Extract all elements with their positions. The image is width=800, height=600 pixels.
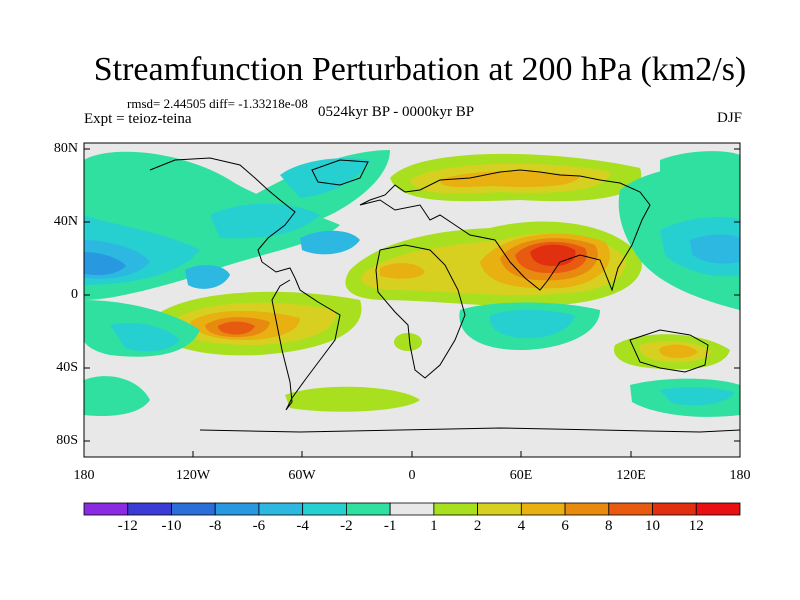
anomaly-caribbean-blue (300, 230, 360, 255)
anomaly-satlantic-green (394, 333, 422, 351)
stats-label: rmsd= 2.44505 diff= -1.33218e-08 (127, 96, 308, 111)
anomaly-spacific-cyan (110, 323, 180, 352)
anomaly-ssouth-teal (84, 376, 150, 417)
anomaly-npac-west-teal (660, 151, 740, 197)
anomaly-natlantic-cyan (280, 158, 370, 198)
xtick-label: 180 (73, 468, 95, 483)
colorbar-swatch (302, 502, 347, 516)
colorbar-swatch (258, 502, 304, 516)
antarctica-area (84, 440, 740, 457)
xtick-label: 0 (408, 468, 416, 483)
anomaly-southern-east-cyan (660, 387, 735, 406)
colorbar-label: -6 (252, 518, 266, 534)
colorbar-swatch (127, 502, 172, 516)
xtick-label: 60W (288, 468, 316, 483)
ytick-label: 40N (53, 214, 78, 229)
ytick-label: 80S (56, 433, 78, 448)
anomaly-wpacific-blue (690, 234, 740, 264)
colorbar-label: 10 (645, 518, 661, 534)
colorbar-swatch (608, 502, 653, 516)
anomaly-australia-orange (659, 344, 698, 358)
colorbar-label: 12 (688, 518, 704, 534)
season-label: DJF (716, 110, 742, 126)
xtick-label: 120E (616, 468, 646, 483)
colorbar-swatch (389, 502, 435, 516)
anomaly-africa-orange (380, 263, 425, 279)
ytick-label: 0 (71, 287, 78, 302)
colorbar-label: 4 (517, 518, 526, 534)
anomaly-npacific-blue2 (84, 252, 126, 276)
colorbar-swatch (477, 502, 522, 516)
colorbar-label: -10 (161, 518, 182, 534)
xtick-label: 60E (509, 468, 533, 483)
colorbar (83, 502, 741, 516)
anomaly-southern-green (285, 386, 420, 412)
experiment-label: Expt = teioz-teina (84, 111, 192, 127)
colorbar-label: 1 (430, 518, 438, 534)
colorbar-swatch (695, 502, 741, 516)
colorbar-label: -2 (340, 518, 353, 534)
colorbar-swatch (564, 502, 610, 516)
colorbar-swatch (520, 502, 566, 516)
colorbar-label: -1 (383, 518, 397, 534)
colorbar-label: -4 (296, 518, 309, 534)
colorbar-label: -8 (208, 518, 222, 534)
xtick-label: 120W (175, 468, 211, 483)
period-label: 0524kyr BP - 0000kyr BP (318, 104, 475, 120)
colorbar-swatch (83, 502, 129, 516)
coastlines (149, 157, 740, 433)
colorbar-swatch (345, 502, 391, 516)
ytick-label: 40S (56, 360, 78, 375)
ytick-label: 80N (53, 141, 78, 156)
chart-title: Streamfunction Perturbation at 200 hPa (… (93, 51, 747, 88)
anomaly-caribbean-cyan (210, 203, 320, 239)
axis-ticks (84, 148, 740, 457)
colorbar-swatch (214, 502, 260, 516)
colorbar-label: 2 (473, 518, 482, 534)
anomaly-eurasia-orange (440, 171, 580, 188)
colorbar-label: 8 (605, 518, 613, 534)
anomaly-sepacific-red (218, 321, 255, 335)
colorbar-label: -12 (117, 518, 138, 534)
colorbar-swatch (652, 502, 697, 516)
anomaly-epacific-blue (185, 265, 230, 289)
colorbar-label: 6 (561, 518, 569, 534)
contour-field (84, 143, 740, 457)
anomaly-indian-cyan (489, 309, 575, 339)
colorbar-swatch (433, 502, 479, 516)
colorbar-swatch (171, 502, 216, 516)
xtick-label: 180 (729, 468, 751, 483)
